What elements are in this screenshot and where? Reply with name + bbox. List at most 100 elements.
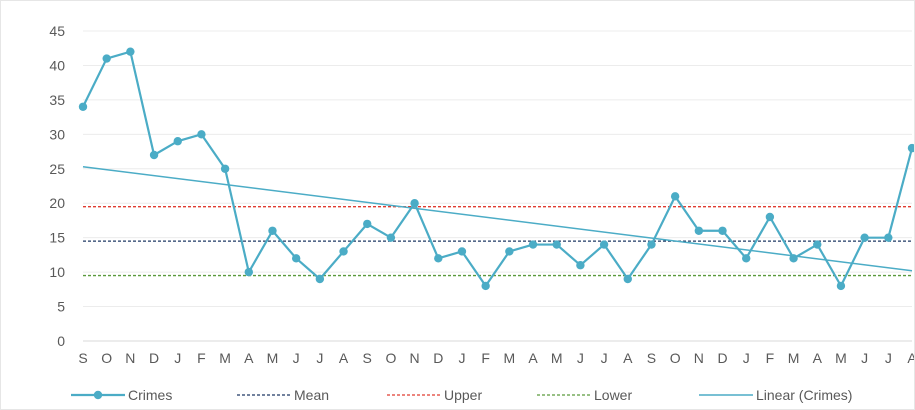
crimes-point [244, 267, 253, 277]
y-axis-ticks: 0 5 10 15 20 25 30 35 40 45 [49, 23, 65, 349]
x-tick-label: D [717, 350, 727, 366]
x-tick-label: M [504, 350, 516, 366]
y-tick-label: 25 [49, 161, 65, 177]
x-tick-label: N [410, 350, 420, 366]
crimes-point [173, 137, 182, 146]
crimes-point [813, 240, 822, 249]
legend-item-linear-crimes: Linear (Crimes) [699, 387, 852, 403]
grid-lines [83, 30, 912, 342]
crimes-point [789, 254, 798, 263]
x-tick-label: A [623, 350, 633, 366]
crimes-point [505, 247, 514, 256]
crimes-point [623, 274, 632, 284]
legend-label: Lower [594, 387, 632, 403]
crimes-point [457, 247, 467, 256]
crimes-point [102, 54, 111, 63]
crimes-point [576, 261, 585, 270]
x-tick-label: F [197, 350, 206, 366]
x-tick-label: J [458, 350, 465, 366]
x-tick-label: J [293, 350, 300, 366]
crimes-point [410, 199, 419, 208]
x-tick-label: M [788, 350, 800, 366]
crimes-point [670, 192, 680, 201]
x-tick-label: J [885, 350, 892, 366]
crimes-point [694, 226, 704, 235]
linear-trendline [82, 165, 913, 272]
crimes-point [339, 247, 348, 256]
crimes-point [149, 150, 159, 160]
x-tick-label: D [433, 350, 443, 366]
x-tick-label: S [363, 350, 372, 366]
legend-item-lower: Lower [537, 387, 632, 403]
crimes-point [528, 240, 538, 249]
y-tick-label: 15 [49, 230, 65, 246]
legend-item-crimes: Crimes [71, 387, 172, 403]
crimes-point [481, 281, 490, 291]
x-tick-label: D [149, 350, 159, 366]
x-tick-label: M [551, 350, 563, 366]
x-tick-label: J [743, 350, 750, 366]
x-tick-label: J [601, 350, 608, 366]
legend: Crimes Mean Upper Lower Linear (Crimes) [71, 387, 852, 403]
crimes-point [126, 47, 135, 56]
legend-label: Mean [294, 387, 329, 403]
crimes-point [647, 240, 656, 249]
x-tick-label: N [694, 350, 704, 366]
crimes-point [836, 281, 846, 291]
crimes-point [599, 240, 609, 249]
x-tick-label: O [385, 350, 396, 366]
legend-item-upper: Upper [387, 387, 482, 403]
crimes-point [268, 226, 277, 235]
x-tick-label: M [219, 350, 231, 366]
y-tick-label: 10 [49, 264, 65, 280]
legend-label: Linear (Crimes) [756, 387, 852, 403]
crimes-point [78, 102, 88, 111]
crimes-point [765, 212, 775, 222]
legend-marker [93, 390, 103, 400]
x-tick-label: O [670, 350, 681, 366]
crimes-line [82, 50, 914, 287]
crimes-point [363, 219, 372, 229]
crimes-point [386, 233, 396, 242]
x-tick-label: O [101, 350, 112, 366]
crimes-point [884, 233, 893, 242]
crimes-point [220, 164, 230, 173]
x-tick-label: S [647, 350, 656, 366]
y-tick-label: 20 [49, 195, 65, 211]
x-tick-label: N [125, 350, 135, 366]
x-tick-label: S [78, 350, 87, 366]
y-tick-label: 45 [49, 23, 65, 39]
crimes-point [718, 226, 727, 235]
y-tick-label: 35 [49, 92, 65, 108]
legend-item-mean: Mean [237, 387, 329, 403]
x-tick-label: M [267, 350, 279, 366]
crimes-point [907, 143, 914, 153]
x-tick-label: A [907, 350, 914, 366]
x-tick-label: M [835, 350, 847, 366]
x-tick-label: J [316, 350, 323, 366]
x-tick-label: A [244, 350, 254, 366]
x-tick-label: J [577, 350, 584, 366]
x-tick-label: F [766, 350, 775, 366]
crimes-point [291, 254, 301, 263]
crimes-point [197, 130, 206, 139]
y-tick-label: 40 [49, 57, 65, 73]
crimes-point [315, 274, 325, 284]
crimes-point [552, 240, 561, 249]
trendline [82, 165, 913, 272]
legend-label: Upper [444, 387, 482, 403]
x-tick-label: J [861, 350, 868, 366]
crimes-series [78, 47, 914, 291]
reference-lines [83, 206, 912, 277]
x-tick-label: A [339, 350, 349, 366]
y-tick-label: 30 [49, 126, 65, 142]
x-tick-label: J [174, 350, 181, 366]
crimes-point [742, 254, 751, 263]
y-tick-label: 5 [57, 299, 65, 315]
crimes-point [434, 254, 443, 263]
x-tick-label: F [481, 350, 490, 366]
crimes-point [860, 233, 869, 242]
